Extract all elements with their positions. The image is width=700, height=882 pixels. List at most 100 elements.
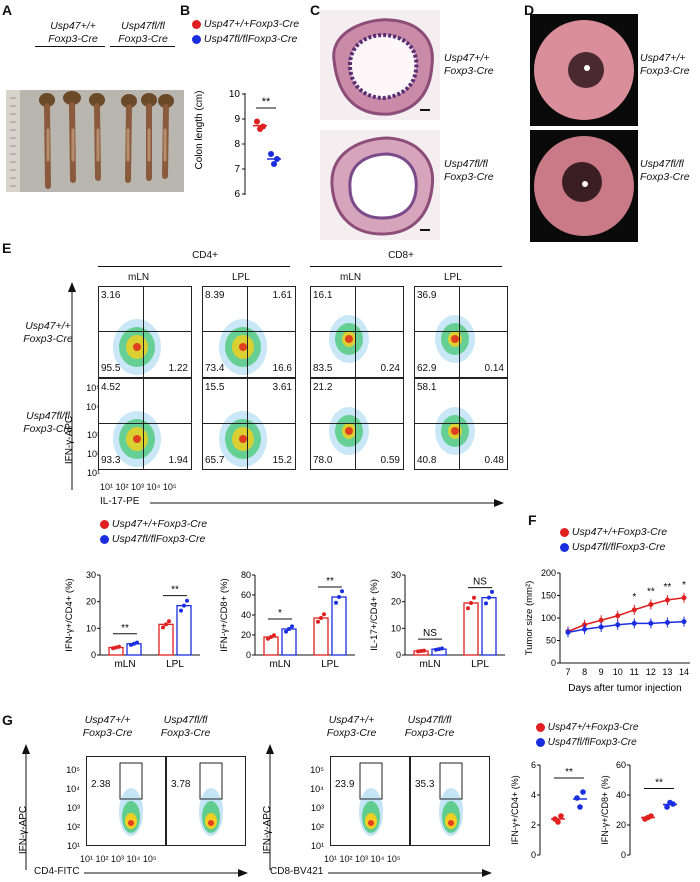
bar bbox=[463, 602, 479, 656]
endoscopy-ko bbox=[530, 130, 638, 242]
data-point bbox=[272, 633, 276, 638]
facs-plot: 3.16 95.5 1.22 bbox=[98, 286, 192, 378]
bar bbox=[331, 596, 347, 656]
panel-label-g: G bbox=[2, 712, 13, 728]
data-point bbox=[322, 612, 326, 617]
tick-label: 80 bbox=[241, 570, 251, 580]
bar bbox=[481, 597, 497, 656]
data-point bbox=[422, 648, 426, 653]
legend-ko-g: Usp47fl/flFoxp3-Cre bbox=[536, 737, 637, 748]
facs-density bbox=[199, 762, 223, 836]
gate-line bbox=[203, 331, 295, 332]
quadrant-value: 93.3 bbox=[101, 455, 121, 466]
colon-length-ylabel: Colon length (cm) bbox=[194, 91, 205, 170]
quadrant-value: 78.0 bbox=[313, 455, 333, 466]
tick-label: 9 bbox=[599, 667, 604, 677]
tick-label: 0 bbox=[91, 650, 96, 660]
quadrant-value: 83.5 bbox=[313, 363, 333, 374]
histology-ko bbox=[320, 130, 440, 240]
gate-line bbox=[203, 423, 295, 424]
gate-line bbox=[247, 287, 248, 377]
colon-length-chart: Colon length (cm) 10 9 8 7 6 ** bbox=[194, 89, 281, 200]
genotype-ko-a: Usp47fl/fl Foxp3-Cre bbox=[118, 20, 168, 45]
gate-line bbox=[415, 423, 507, 424]
genotype-wt-g: Usp47+/+ Foxp3-Cre bbox=[82, 714, 133, 739]
quadrant-value: 58.1 bbox=[417, 382, 437, 393]
tick-label: 100 bbox=[541, 613, 556, 623]
series-line bbox=[567, 620, 685, 634]
genotype-wt-c: Usp47+/+ Foxp3-Cre bbox=[444, 52, 494, 77]
category-label: mLN bbox=[269, 659, 290, 670]
data-point bbox=[434, 647, 438, 652]
sig-mark: ** bbox=[326, 576, 334, 587]
tick-label: 10 bbox=[613, 667, 623, 677]
quadrant-value: 95.5 bbox=[101, 363, 121, 374]
svg-text:10⁵: 10⁵ bbox=[66, 765, 80, 775]
facs-plot: 21.2 78.0 0.59 bbox=[310, 378, 404, 470]
g-xlabel-1: CD4-FITC bbox=[34, 866, 80, 877]
genotype-ko-d: Usp47fl/fl Foxp3-Cre bbox=[640, 158, 690, 183]
facs-gate-plot: 3.78 bbox=[166, 756, 246, 846]
genotype-wt-a: Usp47+/+ Foxp3-Cre bbox=[48, 20, 98, 45]
gate-line bbox=[143, 379, 144, 469]
tick-label: 20 bbox=[616, 820, 626, 830]
data-point bbox=[132, 641, 136, 646]
sig-mark: * bbox=[632, 592, 636, 603]
density-peak bbox=[133, 435, 141, 443]
f-xlabel: Days after tumor injection bbox=[568, 683, 681, 694]
quadrant-value: 1.22 bbox=[168, 363, 188, 374]
col-lpl: LPL bbox=[232, 272, 250, 283]
density-peak bbox=[133, 343, 141, 351]
data-point bbox=[340, 589, 344, 594]
g-xarrow-1 bbox=[84, 869, 248, 877]
gate-line bbox=[415, 331, 507, 332]
legend-ko-f: Usp47fl/flFoxp3-Cre bbox=[560, 541, 665, 553]
header-line bbox=[98, 266, 290, 267]
e-axis-y: IFN-γ-APC 10⁵ 10⁴ 10³ 10² 10¹ bbox=[64, 282, 100, 490]
data-point bbox=[577, 804, 583, 810]
data-point bbox=[469, 601, 473, 605]
svg-text:IFN-γ-APC: IFN-γ-APC bbox=[262, 806, 273, 854]
category-label: mLN bbox=[419, 659, 440, 670]
svg-text:IFN-γ-APC: IFN-γ-APC bbox=[64, 416, 75, 464]
quadrant-value: 16.1 bbox=[313, 290, 333, 301]
g-axis-y-1: IFN-γ-APC 10⁵ 10⁴ 10³ 10² 10¹ bbox=[18, 744, 80, 870]
density-peak bbox=[345, 335, 353, 343]
tick-label: 30 bbox=[86, 570, 96, 580]
density-peak bbox=[239, 343, 247, 351]
quadrant-value: 15.2 bbox=[272, 455, 292, 466]
data-point bbox=[164, 622, 168, 627]
data-point bbox=[574, 795, 580, 801]
facs-density bbox=[219, 319, 267, 375]
facs-density bbox=[219, 411, 267, 467]
e-xaxis-label: IL-17-PE bbox=[100, 496, 140, 507]
gate-line bbox=[311, 331, 403, 332]
panel-label-a: A bbox=[2, 2, 13, 18]
facs-plot: 58.1 40.8 0.48 bbox=[414, 378, 508, 470]
tick-label: 0 bbox=[246, 650, 251, 660]
data-point bbox=[558, 813, 564, 819]
data-point bbox=[114, 645, 118, 650]
g-xticks-1: 10¹ 10² 10³ 10⁴ 10⁵ bbox=[80, 854, 157, 864]
svg-text:10⁴: 10⁴ bbox=[86, 402, 100, 412]
data-point bbox=[472, 595, 476, 600]
gate-line bbox=[355, 287, 356, 377]
tick-label: 2 bbox=[531, 820, 536, 830]
tick-label: 200 bbox=[541, 568, 556, 578]
sig-mark: ** bbox=[565, 767, 573, 778]
bar bbox=[158, 623, 174, 656]
quadrant-value: 1.61 bbox=[272, 290, 292, 301]
tick-label: 6 bbox=[531, 760, 536, 770]
histology-wt bbox=[320, 10, 440, 120]
sig-mark: ** bbox=[262, 96, 271, 108]
panel-label-b: B bbox=[180, 2, 191, 18]
quadrant-value: 40.8 bbox=[417, 455, 437, 466]
data-point bbox=[185, 598, 189, 603]
svg-text:IFN-γ-APC: IFN-γ-APC bbox=[18, 806, 29, 854]
svg-text:7: 7 bbox=[234, 164, 240, 175]
facs-plot: 36.9 62.9 0.14 bbox=[414, 286, 508, 378]
bar bbox=[281, 628, 297, 656]
tick-label: 12 bbox=[646, 667, 656, 677]
data-point bbox=[135, 640, 139, 645]
gate-box bbox=[119, 762, 143, 800]
